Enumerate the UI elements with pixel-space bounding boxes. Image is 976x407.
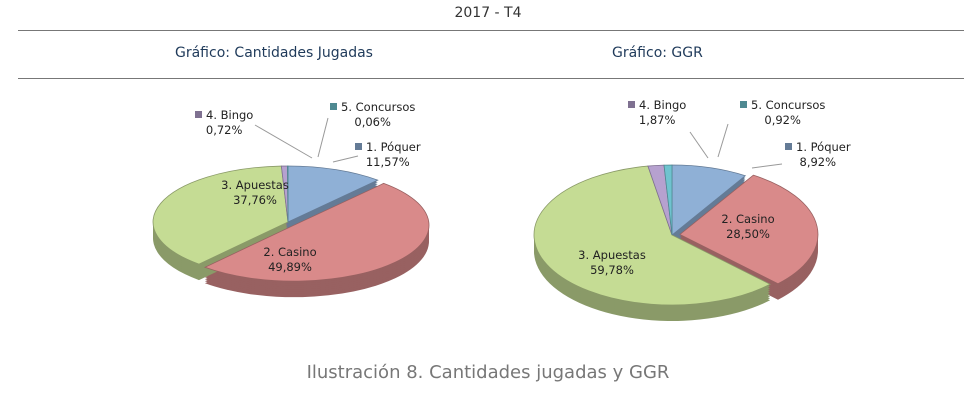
label-category: 4. Bingo [206,108,254,122]
legend-marker-icon [740,101,747,108]
pie1-leader-line [717,123,729,158]
pie1-label-concursos: 5. Concursos 0,92% [740,98,825,128]
pie1-slice-concursos[interactable] [663,164,673,236]
label-category: 1. Póquer [366,140,421,154]
label-percent: 11,57% [365,155,410,169]
legend-marker-icon [785,143,792,150]
pie1-leader-line [751,163,783,169]
label-percent: 37,76% [233,193,277,207]
pie0-slice-poquer[interactable] [287,165,379,223]
pie1-label-bingo: 4. Bingo 1,87% [628,98,686,128]
chart-title-ggr: Gráfico: GGR [612,45,703,61]
label-percent: 0,72% [205,123,243,137]
figure-caption: Ilustración 8. Cantidades jugadas y GGR [306,362,670,383]
label-percent: 28,50% [726,227,770,241]
pie0-label-casino: 2. Casino 49,89% [263,245,316,275]
pie0-label-bingo: 4. Bingo 0,72% [195,108,253,138]
legend-marker-icon [195,111,202,118]
label-category: 2. Casino [263,245,317,259]
pie0-slice-casino[interactable] [203,182,430,282]
legend-marker-icon [628,101,635,108]
label-category: 2. Casino [721,212,775,226]
pie1-label-poquer: 1. Póquer 8,92% [785,140,851,170]
divider-top [18,30,964,31]
label-category: 1. Póquer [796,140,851,154]
legend-marker-icon [355,143,362,150]
label-percent: 59,78% [590,263,634,277]
label-category: 4. Bingo [639,98,687,112]
label-percent: 49,89% [268,260,312,274]
pie1-slice-casino[interactable] [679,174,819,285]
pie0-leader-line [254,124,313,159]
label-percent: 8,92% [799,155,837,169]
label-percent: 0,92% [764,113,801,127]
pie1-leader-line [689,131,709,159]
pie0-leader-line [317,117,329,158]
pie0-leader-line [332,155,359,163]
chart-title-jugadas: Gráfico: Cantidades Jugadas [175,45,373,61]
pie0-label-poquer: 1. Póquer 11,57% [355,140,421,170]
label-category: 5. Concursos [751,98,826,112]
label-category: 3. Apuestas [221,178,289,192]
pie0-label-concursos: 5. Concursos 0,06% [330,100,415,130]
label-category: 3. Apuestas [578,248,646,262]
pie1-slice-apuestas[interactable] [533,165,771,306]
header-title: 2017 - T4 [454,5,522,21]
divider-bottom [18,78,964,79]
pie1-label-apuestas: 3. Apuestas 59,78% [578,248,646,278]
label-percent: 1,87% [638,113,676,127]
pie1-label-casino: 2. Casino 28,50% [721,212,774,242]
label-category: 5. Concursos [341,100,416,114]
pie0-label-apuestas: 3. Apuestas 37,76% [221,178,289,208]
label-percent: 0,06% [354,115,391,129]
pie0-slice-concursos[interactable] [287,165,289,223]
pie0-slice-apuestas[interactable] [152,165,289,265]
legend-marker-icon [330,103,337,110]
